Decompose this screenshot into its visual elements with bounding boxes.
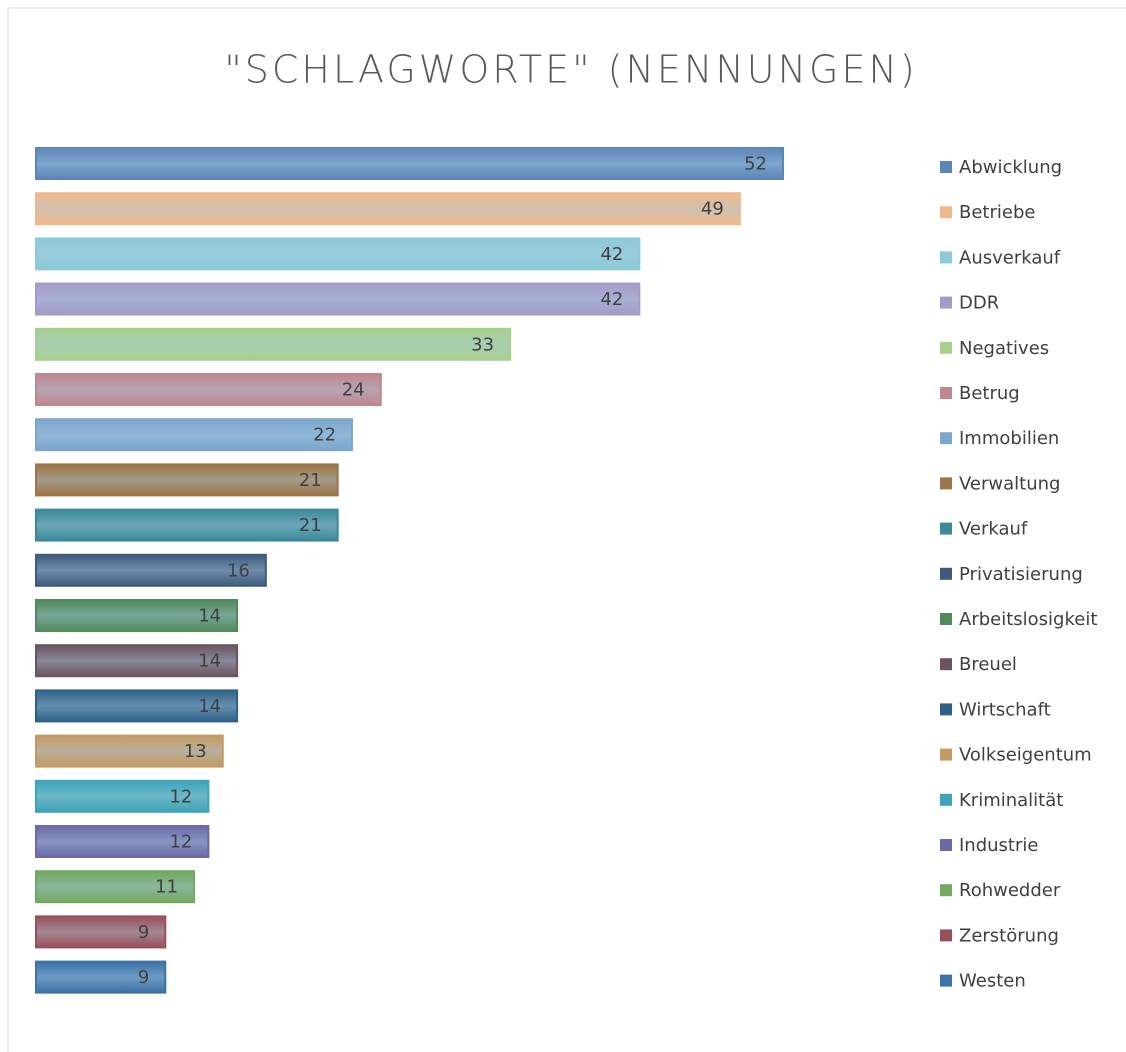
legend-label: Kriminalität xyxy=(959,790,1063,811)
legend-label: Rohwedder xyxy=(959,880,1061,901)
data-label: 14 xyxy=(198,606,221,627)
bar xyxy=(35,237,641,271)
bar xyxy=(35,825,210,858)
legend-swatch xyxy=(940,522,952,535)
data-label: 49 xyxy=(701,199,724,220)
legend-swatch xyxy=(940,387,952,399)
legend-swatch xyxy=(940,567,952,580)
data-label: 52 xyxy=(744,154,767,175)
data-label: 21 xyxy=(299,515,322,536)
legend-label: Immobilien xyxy=(959,428,1059,449)
data-label: 11 xyxy=(155,877,178,898)
data-label: 9 xyxy=(138,922,149,943)
legend-swatch xyxy=(940,613,952,625)
legend-label: Industrie xyxy=(959,835,1038,856)
bar xyxy=(35,599,239,632)
legend-label: DDR xyxy=(959,293,999,314)
legend-label: Breuel xyxy=(959,654,1017,675)
legend-label: Arbeitslosigkeit xyxy=(959,609,1097,630)
legend-label: Verwaltung xyxy=(959,473,1060,494)
data-label: 24 xyxy=(342,380,365,401)
bar xyxy=(35,508,339,542)
chart-title: "SCHLAGWORTE" (NENNUNGEN) xyxy=(224,48,917,92)
legend-swatch xyxy=(940,296,952,309)
legend-swatch xyxy=(940,884,952,897)
legend-label: Negatives xyxy=(959,338,1049,359)
legend-swatch xyxy=(940,477,952,490)
bar xyxy=(35,960,167,994)
legend-label: Betrug xyxy=(959,383,1020,404)
bar xyxy=(35,147,784,180)
legend-swatch xyxy=(940,432,952,445)
legend-swatch xyxy=(940,341,952,354)
legend-swatch xyxy=(940,206,952,219)
data-label: 21 xyxy=(299,470,322,491)
legend-swatch xyxy=(940,251,952,264)
legend-swatch xyxy=(940,839,952,851)
legend-label: Betriebe xyxy=(959,202,1035,223)
data-label: 12 xyxy=(169,832,192,853)
legend-swatch xyxy=(940,748,952,761)
legend-label: Wirtschaft xyxy=(959,699,1051,720)
legend-label: Zerstörung xyxy=(959,925,1059,946)
data-label: 9 xyxy=(138,967,149,988)
data-label: 14 xyxy=(198,696,221,717)
bar xyxy=(35,644,239,678)
bar xyxy=(35,553,267,587)
data-label: 12 xyxy=(169,786,192,807)
legend-swatch xyxy=(940,658,952,671)
legend-label: Westen xyxy=(959,971,1026,992)
bar xyxy=(35,870,196,904)
legend-swatch xyxy=(940,161,952,173)
legend-swatch xyxy=(940,793,952,806)
bar xyxy=(35,373,382,406)
legend-label: Privatisierung xyxy=(959,564,1083,585)
bar xyxy=(35,915,167,949)
data-label: 22 xyxy=(313,425,336,446)
bar xyxy=(35,418,354,452)
legend-swatch xyxy=(940,929,952,942)
bar xyxy=(35,327,512,361)
bar xyxy=(35,734,224,768)
legend-label: Ausverkauf xyxy=(959,247,1061,268)
legend-label: Volkseigentum xyxy=(959,745,1092,766)
legend-label: Abwicklung xyxy=(959,157,1062,178)
data-label: 42 xyxy=(600,289,623,310)
data-label: 42 xyxy=(600,244,623,265)
legend-swatch xyxy=(940,703,952,716)
bar xyxy=(35,282,641,316)
data-label: 14 xyxy=(198,651,221,672)
bar xyxy=(35,192,741,226)
bar xyxy=(35,689,239,723)
data-label: 16 xyxy=(227,560,250,581)
bar xyxy=(35,779,210,813)
legend-label: Verkauf xyxy=(959,519,1028,540)
bar xyxy=(35,463,339,497)
legend-swatch xyxy=(940,974,952,987)
data-label: 13 xyxy=(184,741,207,762)
data-label: 33 xyxy=(471,334,494,355)
